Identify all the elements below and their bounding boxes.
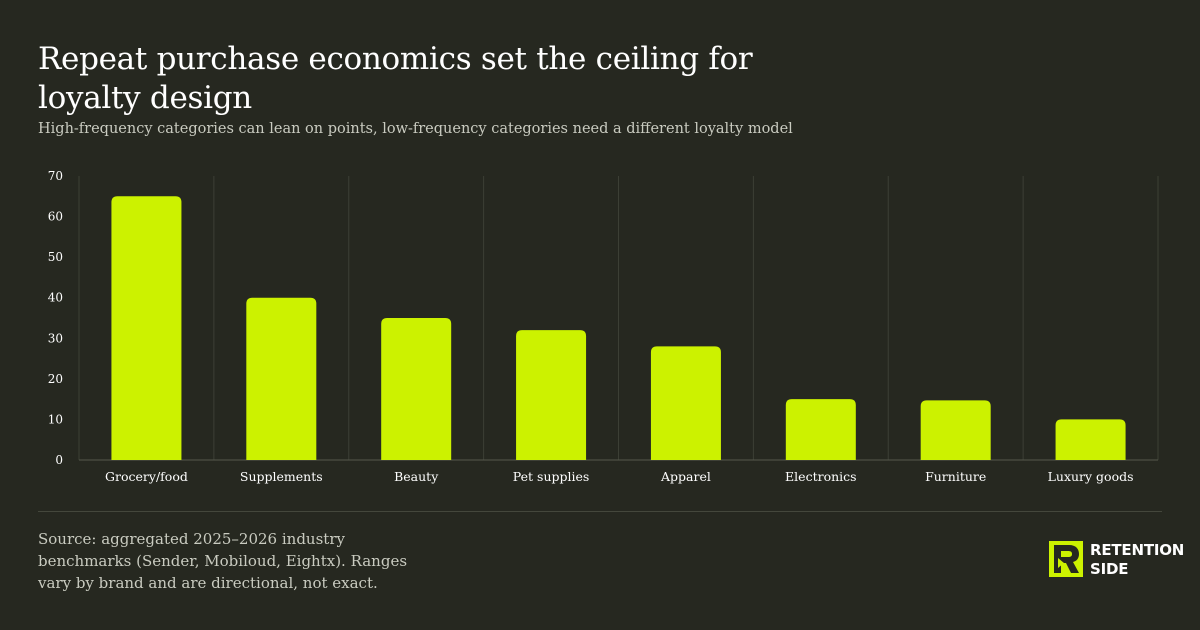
bar-luxury-goods: [1055, 419, 1126, 460]
bar-furniture: [920, 400, 991, 460]
x-tick-label: Electronics: [785, 469, 857, 484]
y-tick-label: 20: [48, 372, 63, 386]
brand-logo: RETENTION SIDE: [1049, 541, 1184, 581]
bar-apparel: [650, 346, 721, 460]
brand-name-line2: SIDE: [1090, 560, 1129, 578]
x-tick-label: Grocery/food: [105, 469, 188, 484]
bar-beauty: [381, 318, 452, 460]
y-tick-label: 60: [48, 210, 63, 224]
bar-grocery-food: [111, 196, 182, 461]
y-tick-label: 10: [48, 412, 63, 426]
brand-name-line1: RETENTION: [1090, 541, 1185, 559]
chart-subtitle: High-frequency categories can lean on po…: [38, 121, 793, 137]
x-tick-label: Furniture: [925, 469, 986, 484]
chart-title: Repeat purchase economics set the ceilin…: [38, 41, 753, 116]
y-tick-label: 70: [48, 169, 63, 183]
bar-supplements: [246, 297, 317, 460]
y-tick-label: 50: [48, 250, 63, 264]
retention-side-logo-icon: [1049, 541, 1083, 577]
x-tick-label: Beauty: [394, 469, 439, 484]
source-note: Source: aggregated 2025–2026 industry be…: [38, 530, 408, 592]
brand-name: RETENTION SIDE: [1090, 541, 1184, 579]
footer-divider: [38, 511, 1162, 512]
bar-pet-supplies: [516, 330, 587, 460]
x-tick-label: Pet supplies: [513, 469, 590, 484]
bar-electronics: [785, 399, 856, 460]
bar-chart: 0 10 20 30 40 50 60 70 Grocery/food Supplements Be…: [48, 169, 1159, 484]
y-tick-label: 40: [48, 291, 63, 305]
y-tick-label: 0: [55, 453, 63, 467]
x-tick-label: Apparel: [660, 469, 711, 484]
x-tick-label: Supplements: [240, 469, 323, 484]
y-tick-label: 30: [48, 331, 63, 345]
x-tick-label: Luxury goods: [1048, 469, 1134, 484]
